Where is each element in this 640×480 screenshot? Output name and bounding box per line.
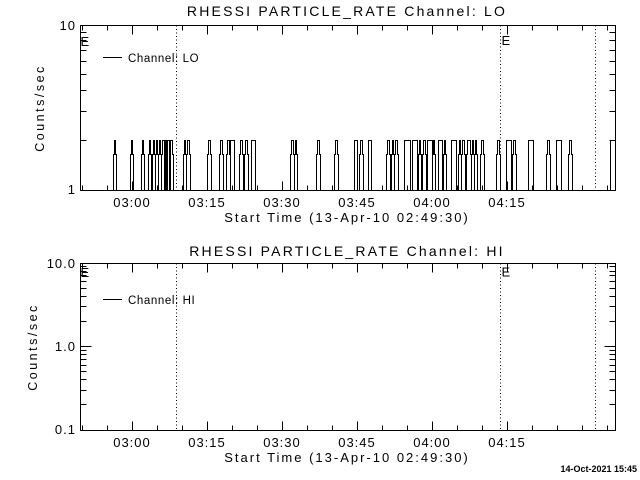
data-spike (316, 140, 321, 190)
xtick-label: 03:45 (338, 195, 376, 210)
panel-lo-ytick-label-1: 1 (68, 182, 76, 197)
data-spike (251, 140, 256, 190)
data-spike (368, 140, 372, 190)
xtick-label: 03:30 (263, 435, 301, 450)
data-spike (427, 140, 433, 190)
data-spike (219, 140, 224, 190)
data-spike (412, 140, 418, 190)
data-spike (451, 140, 457, 190)
panel-hi-ytick-label-1: 1.0 (55, 339, 76, 354)
data-spike (506, 140, 512, 190)
xtick-label: 03:45 (338, 435, 376, 450)
data-spike (610, 140, 616, 190)
data-spike (466, 140, 472, 190)
panel-hi: RHESSI PARTICLE_RATE Channel: HI Counts/… (26, 243, 616, 465)
data-spike (290, 140, 295, 190)
data-spike (169, 140, 174, 190)
data-spike (394, 140, 399, 190)
data-spike (418, 140, 422, 190)
data-spike (404, 140, 411, 190)
panel-hi-plot-area (80, 263, 616, 431)
data-spike (461, 140, 466, 190)
xtick-label: 03:00 (113, 195, 151, 210)
eclipse-flag-label: E (81, 265, 90, 280)
data-spike (334, 140, 339, 190)
data-spike (354, 140, 358, 190)
plot-frame (80, 263, 616, 431)
data-spike (148, 140, 152, 190)
data-spike (422, 140, 427, 190)
panel-hi-x-axis-label: Start Time (13-Apr-10 02:49:30) (224, 450, 470, 465)
data-spike (474, 140, 478, 190)
panel-hi-title: RHESSI PARTICLE_RATE Channel: HI (189, 243, 505, 259)
data-spike (239, 140, 244, 190)
data-spike (226, 140, 231, 190)
panel-lo-y-axis-label: Counts/sec (33, 64, 47, 152)
legend-label: Channel: HI (128, 295, 195, 307)
xtick-label: 03:30 (263, 195, 301, 210)
data-spike (113, 140, 117, 190)
panel-lo-x-axis-label: Start Time (13-Apr-10 02:49:30) (224, 210, 470, 225)
panel-hi-y-axis-label: Counts/sec (26, 303, 40, 391)
xtick-label: 03:00 (113, 435, 151, 450)
xtick-label: 03:15 (188, 435, 226, 450)
data-spike (480, 140, 485, 190)
panel-lo-ytick-label-10: 10 (60, 18, 76, 33)
data-spike (207, 140, 212, 190)
data-spike (512, 140, 517, 190)
data-spike (496, 140, 501, 190)
panel-hi-ytick-label-01: 0.1 (55, 422, 76, 437)
xtick-label: 03:15 (188, 195, 226, 210)
eclipse-flag-label: E (502, 265, 511, 280)
plot-frame (80, 25, 616, 191)
data-spike (546, 140, 551, 190)
xtick-label: 04:15 (488, 195, 526, 210)
legend-label: Channel: LO (128, 53, 199, 65)
eclipse-flag-label: E (81, 34, 90, 49)
panel-lo: RHESSI PARTICLE_RATE Channel: LO Counts/… (33, 3, 616, 225)
data-spike (186, 140, 191, 190)
data-spike (130, 140, 134, 190)
data-spike (432, 140, 436, 190)
xtick-label: 04:15 (488, 435, 526, 450)
data-spike (556, 140, 562, 190)
data-spike (244, 140, 249, 190)
data-spike (141, 140, 145, 190)
xtick-label: 04:00 (413, 435, 451, 450)
data-spike (438, 140, 443, 190)
data-spike (294, 140, 298, 190)
data-spike (568, 140, 573, 190)
data-spike (386, 140, 391, 190)
panel-hi-ytick-label-10: 10.0 (47, 256, 76, 271)
data-spike (528, 140, 534, 190)
xtick-label: 04:00 (413, 195, 451, 210)
panel-lo-plot-area (80, 25, 616, 191)
data-spike (359, 140, 364, 190)
eclipse-flag-label: E (502, 33, 511, 48)
data-spike (443, 140, 447, 190)
timestamp: 14-Oct-2021 15:45 (560, 464, 637, 474)
panel-lo-title: RHESSI PARTICLE_RATE Channel: LO (187, 3, 507, 19)
data-spike (230, 140, 235, 190)
